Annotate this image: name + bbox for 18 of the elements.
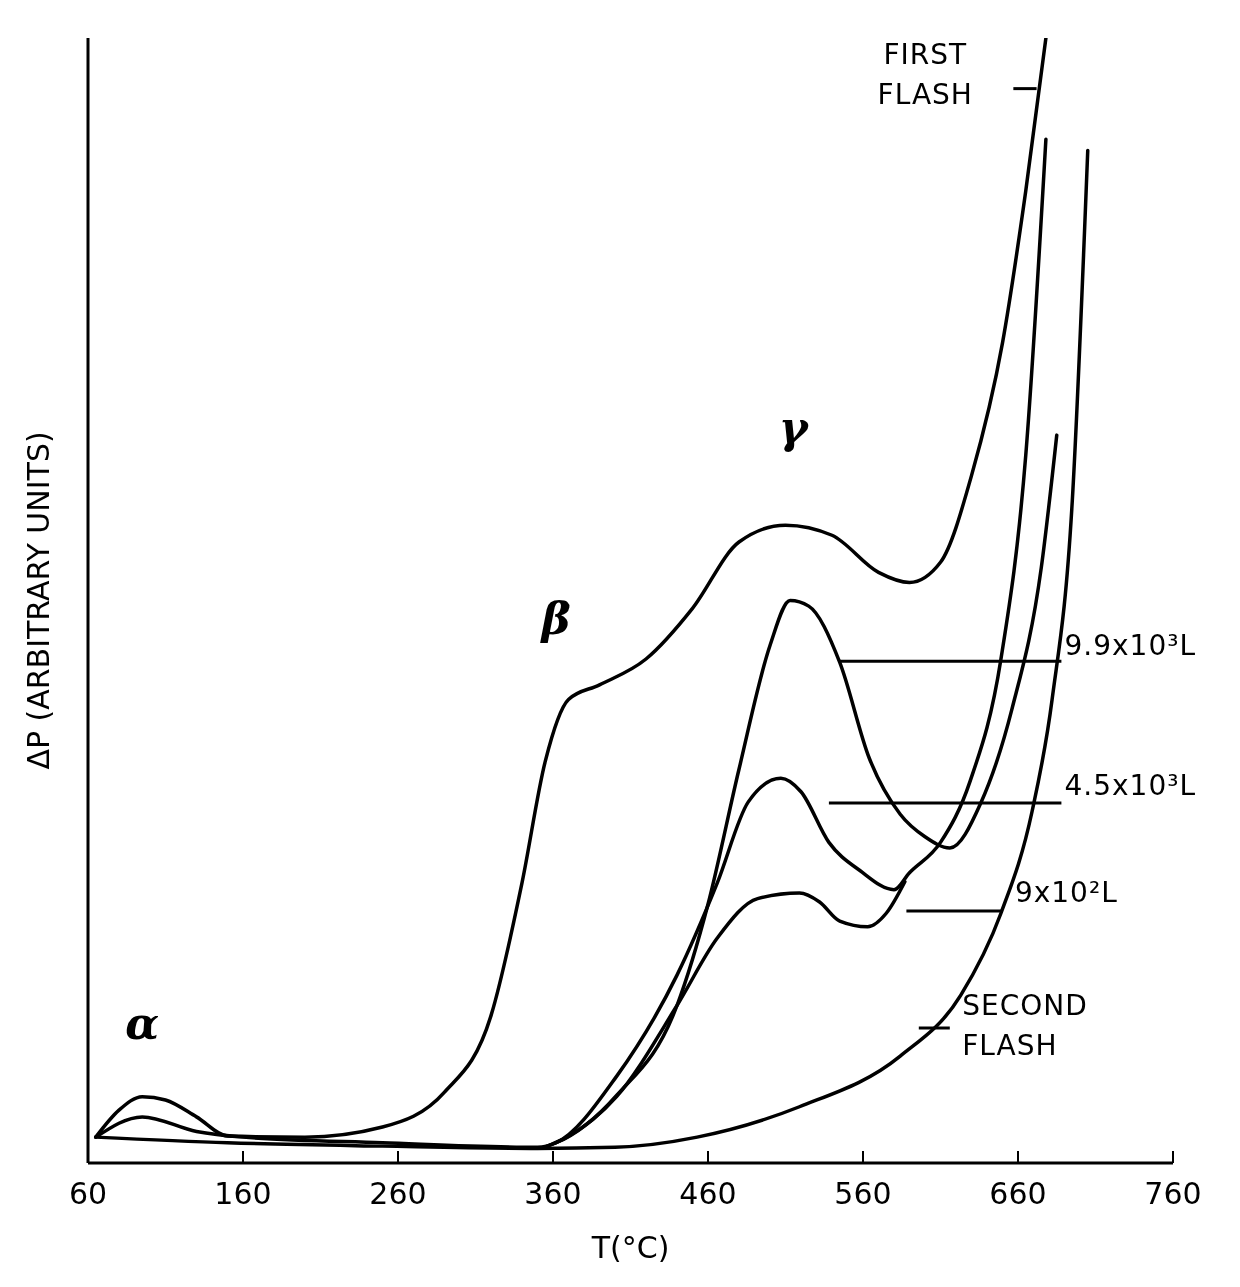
legend-label: SECOND FLASH [962, 987, 1089, 1064]
x-tick-label: 260 [369, 1176, 427, 1212]
annotation: γ [778, 402, 810, 453]
annotation: β [539, 593, 571, 645]
legend-label: 9x10²L [1014, 875, 1118, 911]
x-axis-title: T(°C) [590, 1230, 670, 1265]
x-tick-label: 60 [68, 1176, 108, 1212]
y-axis-title: ΔP (ARBITRARY UNITS) [20, 431, 56, 770]
x-tick-label: 360 [524, 1176, 582, 1212]
x-tick-label: 660 [989, 1176, 1047, 1212]
x-tick-label: 760 [1144, 1176, 1202, 1212]
series-label: 9.9x10³L [1064, 627, 1197, 664]
text: 4.5x10³L [1064, 768, 1197, 805]
x-tick-label: 460 [679, 1176, 737, 1212]
text: FIRST FLASH [876, 36, 974, 113]
annotation: α [125, 998, 160, 1050]
x-tick-label: 160 [214, 1176, 272, 1212]
x-tick-label: 560 [834, 1176, 892, 1212]
